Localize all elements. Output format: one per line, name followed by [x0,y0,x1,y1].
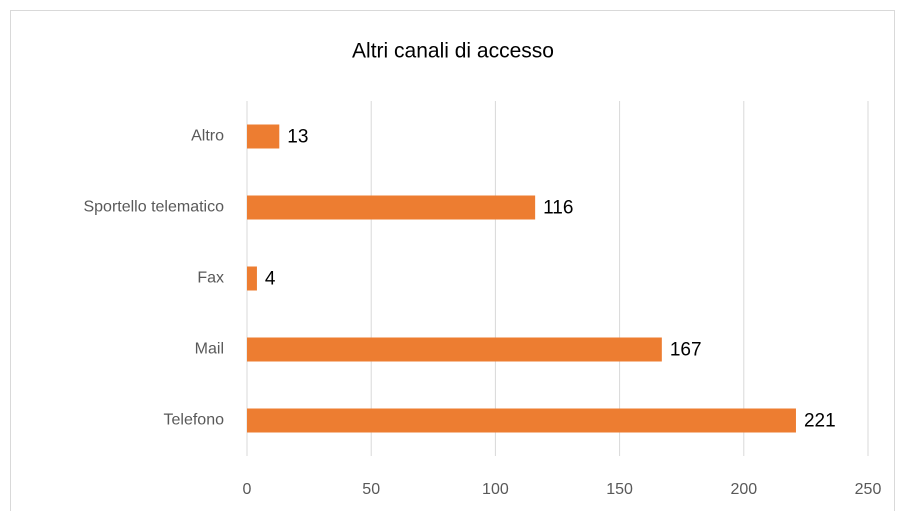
data-label: 221 [804,411,836,432]
x-tick-label: 50 [362,481,380,498]
data-label: 13 [287,127,308,148]
y-tick-label: Altro [191,128,224,145]
data-label: 116 [543,198,573,219]
bar [247,337,662,362]
bar [247,266,257,291]
x-tick-label: 0 [243,481,252,498]
chart-title: Altri canali di accesso [352,40,554,63]
x-tick-label: 250 [855,481,882,498]
x-tick-label: 200 [730,481,757,498]
data-label: 4 [265,269,276,290]
bar [247,124,280,149]
y-tick-label: Sportello telematico [83,199,224,216]
y-tick-label: Fax [197,270,224,287]
chart-border [10,10,895,511]
bar [247,195,536,220]
bar [247,408,796,433]
y-tick-label: Mail [195,341,224,358]
data-label: 167 [670,340,702,361]
x-tick-label: 100 [482,481,509,498]
y-tick-label: Telefono [164,412,225,429]
x-tick-label: 150 [606,481,633,498]
